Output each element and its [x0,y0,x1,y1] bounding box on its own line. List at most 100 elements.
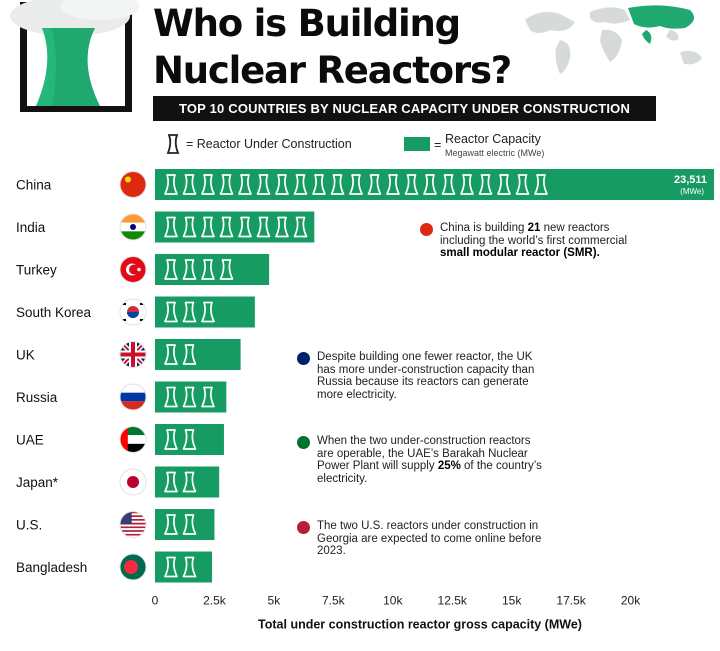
india-flag-icon [119,213,147,241]
turkey-flag-icon [119,256,147,283]
page-title: Who is Building Nuclear Reactors? [153,0,512,94]
reactor-icon-japan-1 [164,471,178,493]
reactor-icon-india-1 [164,216,178,238]
reactor-icon-china-14 [404,174,419,195]
reactor-icon-india-5 [238,216,252,238]
reactor-icon-china-4 [219,174,234,195]
reactor-icon-u-s-1 [164,514,178,535]
bar-turkey [155,254,270,285]
reactor-icon-china-5 [238,174,252,195]
reactor-icon-china-21 [534,174,548,195]
value-unit-label: (MWe) [680,187,704,196]
reactor-icon-japan-2 [182,471,197,493]
reactor-icon-turkey-1 [164,259,178,280]
bangladesh-flag-icon [119,553,147,581]
category-label-uk: UK [16,348,35,363]
reactor-icon-uk-1 [164,344,178,365]
reactor-icon-china-6 [256,174,271,195]
bar-uae [155,424,224,455]
legend-capacity-text: Reactor Capacity Megawatt electric (MWe) [445,132,544,160]
category-label-uae: UAE [16,433,44,448]
china-note-pre: China is building [440,222,528,234]
x-tick-label-8: 20k [621,594,641,608]
reactor-icon-china-20 [515,174,530,195]
uae-note-post: of the country’s electricity. [317,460,542,485]
japan-flag-icon [119,468,147,496]
reactor-icon-china-12 [367,174,382,195]
reactor-icon-russia-2 [182,386,197,408]
uk-flag-icon [119,341,147,368]
bar-india [155,211,315,243]
reactor-icon-bangladesh-1 [164,556,178,578]
x-tick-label-3: 7.5k [322,594,346,608]
reactor-icon-india-6 [256,216,271,238]
legend-reactor-label: = Reactor Under Construction [186,137,352,151]
us-note: The two U.S. reactors under construction… [297,520,542,558]
bar-russia [155,381,227,413]
legend-capacity-swatch [404,137,430,151]
uae-note-pre: When the two under-construction reactors… [317,435,531,472]
china-note-flag-icon [420,223,433,236]
reactor-icon-u-s-2 [182,514,197,535]
category-label-south-korea: South Korea [16,305,92,320]
legend-capacity-label: Reactor Capacity [445,132,541,146]
subtitle-banner: TOP 10 COUNTRIES BY NUCLEAR CAPACITY UND… [153,96,656,121]
reactor-icon [166,134,180,154]
china-note: China is building 21 new reactors includ… [420,222,650,260]
china-note-bold: 21 [527,222,541,234]
reactor-icon-india-7 [275,216,289,238]
russia-flag-icon [119,383,147,411]
reactor-icon-south-korea-3 [201,301,215,323]
reactor-icon-china-17 [460,174,474,195]
bar-u-s [155,509,215,540]
reactor-icon-turkey-2 [182,259,197,280]
us-note-flag-icon [297,521,310,534]
title-line-1: Who is Building [153,2,461,45]
uk-note-text: Despite building one fewer reactor, the … [317,351,535,401]
value-label: 23,511 [674,174,707,186]
x-tick-label-0: 0 [152,594,159,608]
reactor-icon-india-8 [293,216,308,238]
us-note-text: The two U.S. reactors under construction… [317,520,542,557]
reactor-icon-turkey-3 [201,259,215,280]
category-label-india: India [16,220,46,235]
reactor-icon-china-15 [423,174,437,195]
reactor-icon-china-18 [478,174,493,195]
china-note-bold2: small modular reactor (SMR). [440,247,600,259]
uk-note: Despite building one fewer reactor, the … [297,351,542,401]
reactor-icon-india-3 [201,216,215,238]
legend: = Reactor Under Construction = Reactor C… [0,131,720,161]
reactor-icon-china-11 [349,174,363,195]
x-tick-label-6: 15k [502,594,522,608]
x-tick-label-2: 5k [268,594,282,608]
reactor-icon-china-7 [275,174,289,195]
category-label-turkey: Turkey [16,263,57,278]
x-tick-label-7: 17.5k [556,594,586,608]
x-tick-label-5: 12.5k [438,594,468,608]
reactor-icon-south-korea-2 [182,301,197,323]
reactor-icon-russia-3 [201,386,215,408]
reactor-icon-india-2 [182,216,197,238]
reactor-icon-china-9 [312,174,326,195]
world-map-illustration [525,5,702,74]
reactor-icon-india-4 [219,216,234,238]
reactor-icon-russia-1 [164,386,178,408]
us-flag-icon [119,511,147,538]
reactor-icon-china-1 [164,174,178,195]
bar-bangladesh [155,551,213,583]
uae-flag-icon [119,426,147,453]
south-korea-flag-icon [119,298,147,326]
china-note-post: new reactors including the world’s first… [440,222,628,247]
reactor-icon-uae-1 [164,429,178,450]
reactor-icon-china-2 [182,174,197,195]
category-label-bangladesh: Bangladesh [16,560,87,575]
uae-note-flag-icon [297,436,310,449]
reactor-icon-china-13 [386,174,400,195]
uae-note-bold: 25% [437,460,461,472]
uae-note: When the two under-construction reactors… [297,435,542,485]
cooling-tower-illustration [0,0,150,115]
x-tick-label-1: 2.5k [203,594,227,608]
reactor-icon-china-10 [330,174,345,195]
reactor-icon-turkey-4 [219,259,234,280]
uk-note-flag-icon [297,352,310,365]
